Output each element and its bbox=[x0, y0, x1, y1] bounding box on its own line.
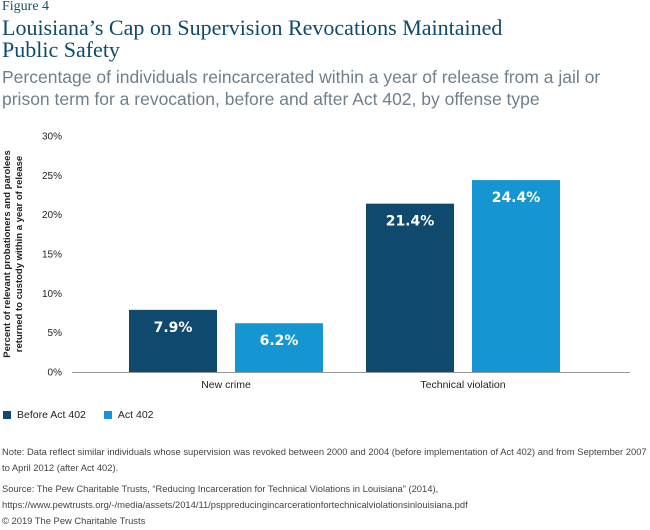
bar-value-label: 7.9% bbox=[154, 320, 193, 336]
y-tick-label: 15% bbox=[42, 250, 62, 261]
legend-item-act-402: Act 402 bbox=[103, 409, 154, 421]
chart-title: Louisiana’s Cap on Supervision Revocatio… bbox=[2, 15, 503, 62]
legend-item-before-act-402: Before Act 402 bbox=[3, 409, 86, 421]
bar-value-label: 6.2% bbox=[260, 333, 299, 349]
figure-label: Figure 4 bbox=[2, 0, 50, 14]
y-tick-label: 10% bbox=[42, 289, 62, 300]
chart-subtitle: Percentage of individuals reincarcerated… bbox=[2, 67, 601, 109]
bar-before-act-402-new-crime bbox=[129, 309, 217, 372]
bar-before-act-402-technical-violation bbox=[366, 203, 454, 372]
legend-label-before-act-402: Before Act 402 bbox=[17, 409, 86, 421]
y-tick-label: 25% bbox=[42, 171, 62, 182]
y-tick-label: 0% bbox=[48, 368, 63, 379]
bar-act-402-technical-violation bbox=[472, 180, 560, 372]
bar-act-402-new-crime bbox=[235, 323, 323, 372]
y-axis-label: returned to custody within a year of rel… bbox=[14, 156, 25, 352]
copyright-text: © 2019 The Pew Charitable Trusts bbox=[2, 515, 146, 526]
y-tick-label: 30% bbox=[42, 132, 62, 143]
bar-chart: 0% 5% 10% 15% 20% 25% 30% Percent of relevant p… bbox=[2, 132, 630, 391]
legend-swatch-act-402 bbox=[103, 411, 112, 419]
bar-value-label: 24.4% bbox=[492, 190, 541, 206]
y-tick-label: 5% bbox=[48, 328, 63, 339]
x-category-label: Technical violation bbox=[420, 379, 505, 391]
y-axis-label: Percent of relevant probationers and par… bbox=[2, 150, 13, 357]
source-text: Source: The Pew Charitable Trusts, “Redu… bbox=[2, 483, 468, 510]
note-text: Note: Data reflect similar individuals w… bbox=[2, 446, 647, 473]
legend: Before Act 402 Act 402 bbox=[3, 409, 172, 421]
legend-label-act-402: Act 402 bbox=[117, 409, 154, 421]
x-category-label: New crime bbox=[201, 379, 251, 391]
legend-swatch-before-act-402 bbox=[3, 411, 11, 419]
bar-value-label: 21.4% bbox=[386, 214, 435, 230]
y-tick-label: 20% bbox=[42, 210, 62, 221]
